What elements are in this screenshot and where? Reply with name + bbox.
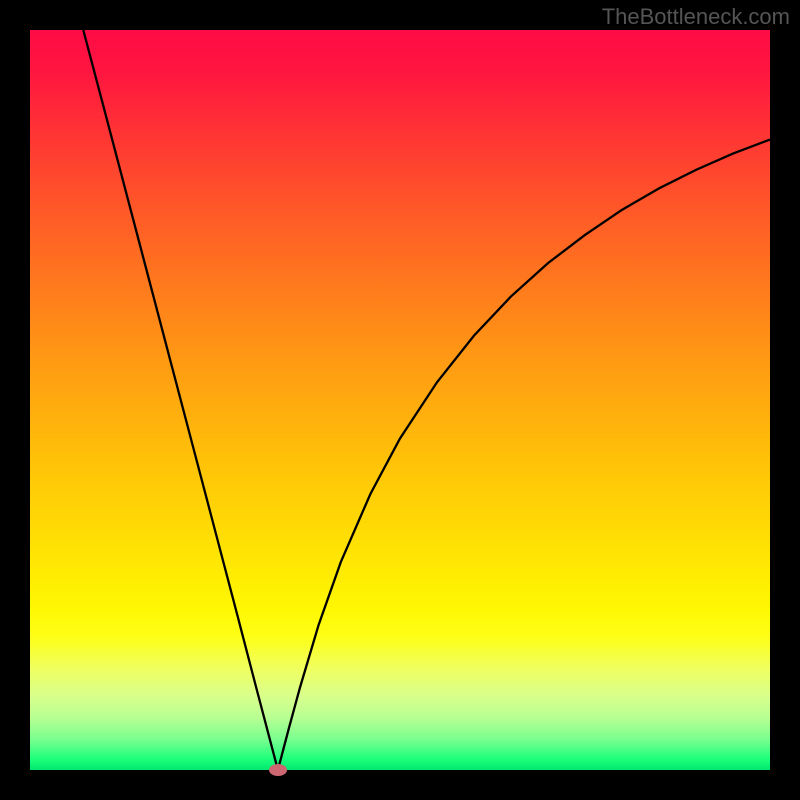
curve-path [83, 30, 770, 770]
plot-area [30, 30, 770, 770]
chart-container: TheBottleneck.com [0, 0, 800, 800]
bottleneck-curve [30, 30, 770, 770]
watermark-text: TheBottleneck.com [602, 4, 790, 30]
minimum-marker [269, 764, 287, 776]
